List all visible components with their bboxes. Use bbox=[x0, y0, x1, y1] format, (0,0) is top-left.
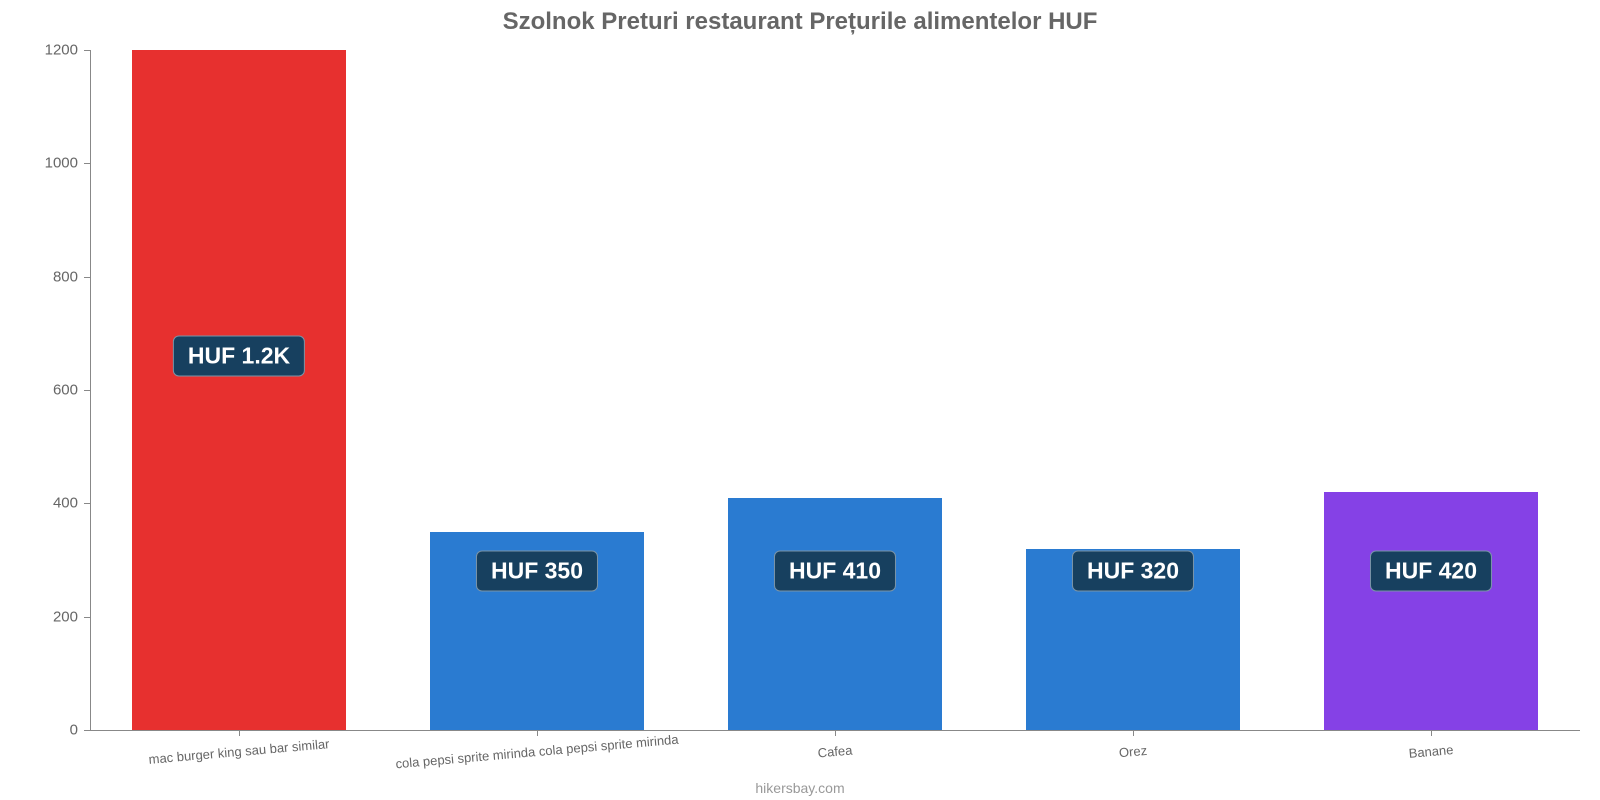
x-tick-mark bbox=[537, 730, 538, 736]
value-badge: HUF 410 bbox=[774, 551, 896, 592]
y-tick-label: 600 bbox=[0, 382, 78, 399]
value-badge: HUF 1.2K bbox=[173, 336, 305, 377]
attribution-text: hikersbay.com bbox=[0, 780, 1600, 796]
x-tick-mark bbox=[239, 730, 240, 736]
x-tick-label: Orez bbox=[1118, 743, 1147, 760]
x-tick-mark bbox=[1431, 730, 1432, 736]
y-tick-label: 200 bbox=[0, 608, 78, 625]
y-tick-mark bbox=[84, 277, 90, 278]
bar bbox=[132, 50, 347, 730]
y-tick-mark bbox=[84, 163, 90, 164]
x-tick-label: mac burger king sau bar similar bbox=[148, 736, 330, 767]
y-tick-label: 800 bbox=[0, 268, 78, 285]
chart-title: Szolnok Preturi restaurant Prețurile ali… bbox=[0, 8, 1600, 36]
bar bbox=[1324, 492, 1539, 730]
x-tick-mark bbox=[835, 730, 836, 736]
y-tick-mark bbox=[84, 730, 90, 731]
bar bbox=[728, 498, 943, 730]
y-tick-label: 1200 bbox=[0, 42, 78, 59]
y-tick-label: 1000 bbox=[0, 155, 78, 172]
y-tick-mark bbox=[84, 390, 90, 391]
plot-area: HUF 1.2K HUF 350 HUF 410 HUF 320 HUF 420 bbox=[90, 50, 1580, 730]
y-tick-label: 0 bbox=[0, 722, 78, 739]
y-tick-label: 400 bbox=[0, 495, 78, 512]
value-badge: HUF 420 bbox=[1370, 551, 1492, 592]
y-tick-mark bbox=[84, 50, 90, 51]
value-badge: HUF 350 bbox=[476, 551, 598, 592]
value-badge: HUF 320 bbox=[1072, 551, 1194, 592]
x-tick-label: Banane bbox=[1408, 742, 1454, 761]
y-axis-line bbox=[90, 50, 91, 730]
chart-container: Szolnok Preturi restaurant Prețurile ali… bbox=[0, 0, 1600, 800]
x-tick-label: Cafea bbox=[817, 743, 853, 761]
x-tick-label: cola pepsi sprite mirinda cola pepsi spr… bbox=[395, 732, 679, 772]
x-tick-mark bbox=[1133, 730, 1134, 736]
y-tick-mark bbox=[84, 617, 90, 618]
y-tick-mark bbox=[84, 503, 90, 504]
